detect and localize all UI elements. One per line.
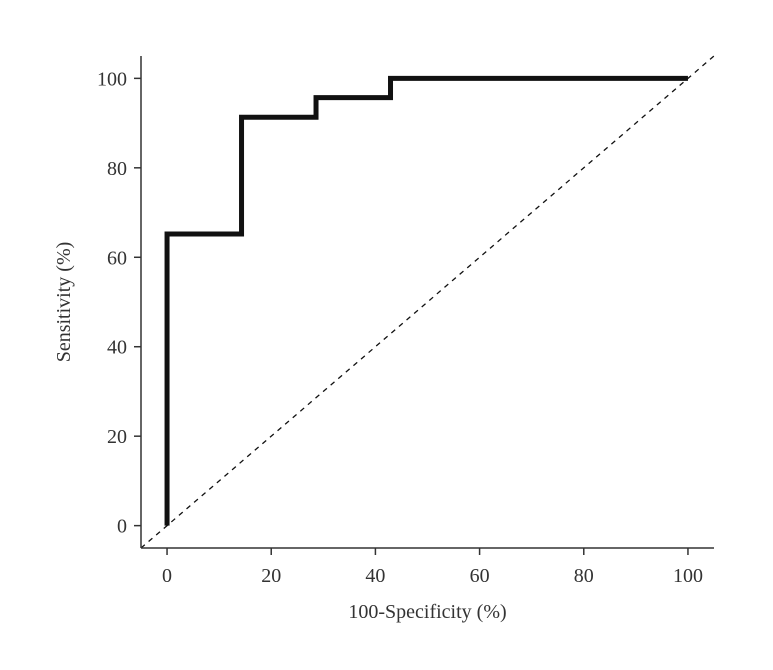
y-tick-label: 80 bbox=[107, 158, 127, 180]
x-axis-title: 100-Specificity (%) bbox=[348, 601, 506, 623]
roc-curve-line bbox=[164, 75, 688, 526]
y-tick-label: 60 bbox=[107, 247, 127, 269]
y-tick-label: 20 bbox=[107, 426, 127, 448]
x-tick-label: 20 bbox=[261, 565, 281, 587]
x-axis-ticks: 0 20 40 60 80 100 bbox=[162, 548, 703, 587]
series-layer bbox=[140, 55, 715, 549]
y-axis-title: Sensitivity (%) bbox=[53, 242, 75, 363]
y-tick-label: 0 bbox=[117, 516, 127, 538]
x-tick-label: 40 bbox=[365, 565, 385, 587]
y-tick-label: 100 bbox=[97, 68, 127, 90]
x-tick-label: 0 bbox=[162, 565, 172, 587]
y-axis-ticks: 0 20 40 60 80 100 bbox=[97, 68, 141, 538]
reference-diagonal-line bbox=[140, 55, 715, 549]
x-tick-label: 80 bbox=[574, 565, 594, 587]
x-tick-label: 60 bbox=[470, 565, 490, 587]
x-tick-label: 100 bbox=[673, 565, 703, 587]
y-tick-label: 40 bbox=[107, 337, 127, 359]
